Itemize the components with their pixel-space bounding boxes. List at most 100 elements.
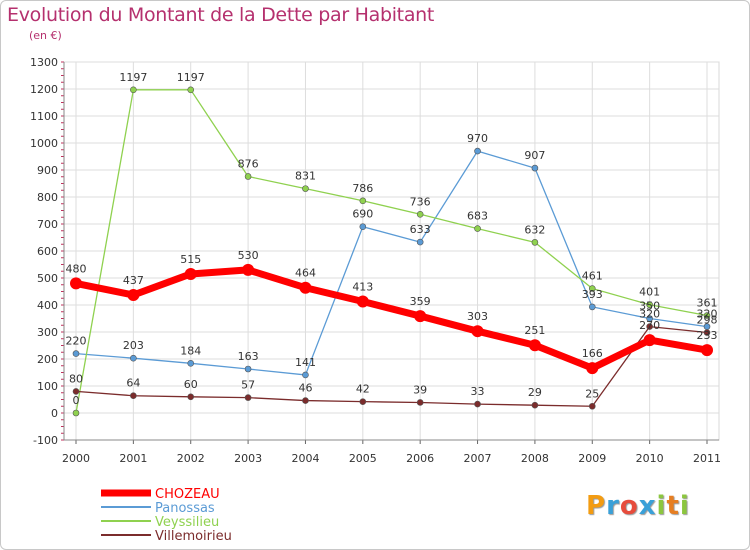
- data-point-veyssilieu: [244, 173, 252, 180]
- y-tick-label: 900: [37, 164, 58, 177]
- data-label-veyssilieu: 831: [295, 170, 316, 183]
- data-point-veyssilieu: [646, 301, 653, 309]
- data-label-chozeau: 166: [582, 347, 603, 360]
- data-point-villemoirieu: [703, 329, 711, 336]
- data-label-villemoirieu: 80: [69, 372, 83, 385]
- data-label-veyssilieu: 786: [352, 182, 373, 195]
- data-label-villemoirieu: 33: [471, 385, 485, 398]
- data-point-veyssilieu: [359, 197, 367, 205]
- data-label-panossas: 141: [295, 356, 316, 369]
- data-point-panossas: [72, 350, 80, 357]
- data-label-villemoirieu: 46: [298, 382, 312, 395]
- series-line-veyssilieu: [75, 89, 708, 414]
- data-label-villemoirieu: 320: [639, 308, 660, 321]
- data-point-veyssilieu: [416, 210, 424, 218]
- x-tick-label: 2002: [177, 452, 205, 465]
- data-point-chozeau: [471, 325, 484, 338]
- data-label-panossas: 320: [697, 308, 718, 321]
- data-label-chozeau: 270: [639, 319, 660, 332]
- data-label-panossas: 350: [639, 300, 660, 313]
- data-point-veyssilieu: [187, 86, 195, 94]
- data-label-villemoirieu: 25: [585, 387, 599, 400]
- data-point-villemoirieu: [531, 401, 539, 409]
- legend-label-chozeau: CHOZEAU: [155, 487, 220, 502]
- data-label-panossas: 970: [467, 132, 488, 145]
- data-label-veyssilieu: 461: [582, 270, 603, 283]
- chart-title: Evolution du Montant de la Dette par Hab…: [7, 4, 435, 26]
- data-point-panossas: [588, 303, 596, 311]
- data-point-chozeau: [184, 267, 197, 280]
- data-label-veyssilieu: 1197: [119, 71, 147, 84]
- y-tick-label: 600: [37, 245, 58, 258]
- data-point-veyssilieu: [72, 409, 80, 417]
- data-point-veyssilieu: [703, 312, 711, 319]
- data-point-panossas: [531, 164, 539, 172]
- y-tick-label: 100: [37, 380, 58, 393]
- data-label-chozeau: 464: [295, 267, 316, 280]
- x-tick-label: 2004: [291, 452, 319, 465]
- data-label-veyssilieu: 361: [697, 297, 718, 310]
- data-point-veyssilieu: [302, 185, 309, 192]
- data-point-veyssilieu: [130, 86, 137, 94]
- data-label-panossas: 163: [238, 350, 259, 363]
- data-label-chozeau: 303: [467, 310, 488, 323]
- x-tick-label: 2005: [349, 452, 377, 465]
- logo-letter: x: [638, 491, 657, 521]
- data-label-villemoirieu: 57: [241, 379, 255, 392]
- logo-letter: P: [586, 491, 607, 521]
- x-tick-label: 2006: [406, 452, 434, 465]
- data-label-villemoirieu: 39: [413, 383, 427, 396]
- data-point-villemoirieu: [130, 392, 137, 400]
- data-label-veyssilieu: 683: [467, 210, 488, 223]
- data-label-panossas: 907: [524, 149, 545, 162]
- x-tick-label: 2009: [578, 452, 606, 465]
- data-label-chozeau: 251: [524, 324, 545, 337]
- data-label-panossas: 633: [410, 223, 431, 236]
- y-tick-label: 0: [51, 407, 58, 420]
- data-label-villemoirieu: 42: [356, 383, 370, 396]
- y-tick-label: 1300: [30, 56, 58, 69]
- data-label-veyssilieu: 1197: [177, 71, 205, 84]
- data-point-chozeau: [643, 334, 656, 347]
- data-label-panossas: 220: [66, 335, 87, 348]
- data-label-veyssilieu: 401: [639, 286, 660, 299]
- data-label-chozeau: 413: [352, 280, 373, 293]
- data-label-chozeau: 515: [180, 253, 201, 266]
- data-label-veyssilieu: 736: [410, 195, 431, 208]
- data-point-villemoirieu: [359, 398, 367, 405]
- logo-letter: i: [679, 491, 690, 521]
- x-tick-label: 2000: [62, 452, 90, 465]
- data-point-veyssilieu: [531, 239, 539, 246]
- data-label-panossas: 203: [123, 339, 144, 352]
- series-line-panossas: [75, 150, 708, 376]
- data-point-villemoirieu: [244, 394, 252, 401]
- x-tick-label: 2007: [464, 452, 492, 465]
- data-point-panossas: [302, 371, 309, 379]
- x-tick-label: 2001: [119, 452, 147, 465]
- data-point-panossas: [244, 365, 252, 373]
- y-tick-label: 1200: [30, 83, 58, 96]
- proxiti-logo: Proxiti: [586, 491, 690, 521]
- x-tick-label: 2008: [521, 452, 549, 465]
- y-tick-label: 200: [37, 353, 58, 366]
- data-label-veyssilieu: 876: [238, 157, 259, 170]
- data-point-villemoirieu: [646, 323, 653, 330]
- y-tick-label: 1000: [30, 137, 58, 150]
- data-point-panossas: [359, 223, 367, 230]
- data-point-villemoirieu: [588, 402, 596, 410]
- data-label-chozeau: 233: [697, 329, 718, 342]
- data-label-villemoirieu: 298: [697, 314, 718, 327]
- logo-letter: i: [656, 491, 667, 521]
- data-point-chozeau: [414, 310, 427, 323]
- data-label-veyssilieu: 0: [73, 394, 80, 407]
- x-tick-label: 2011: [693, 452, 721, 465]
- y-tick-label: -100: [33, 434, 58, 447]
- data-point-panossas: [416, 238, 424, 246]
- y-tick-label: 700: [37, 218, 58, 231]
- data-point-villemoirieu: [72, 388, 80, 395]
- y-tick-label: 300: [37, 326, 58, 339]
- data-point-panossas: [474, 147, 481, 155]
- data-label-chozeau: 437: [123, 274, 144, 287]
